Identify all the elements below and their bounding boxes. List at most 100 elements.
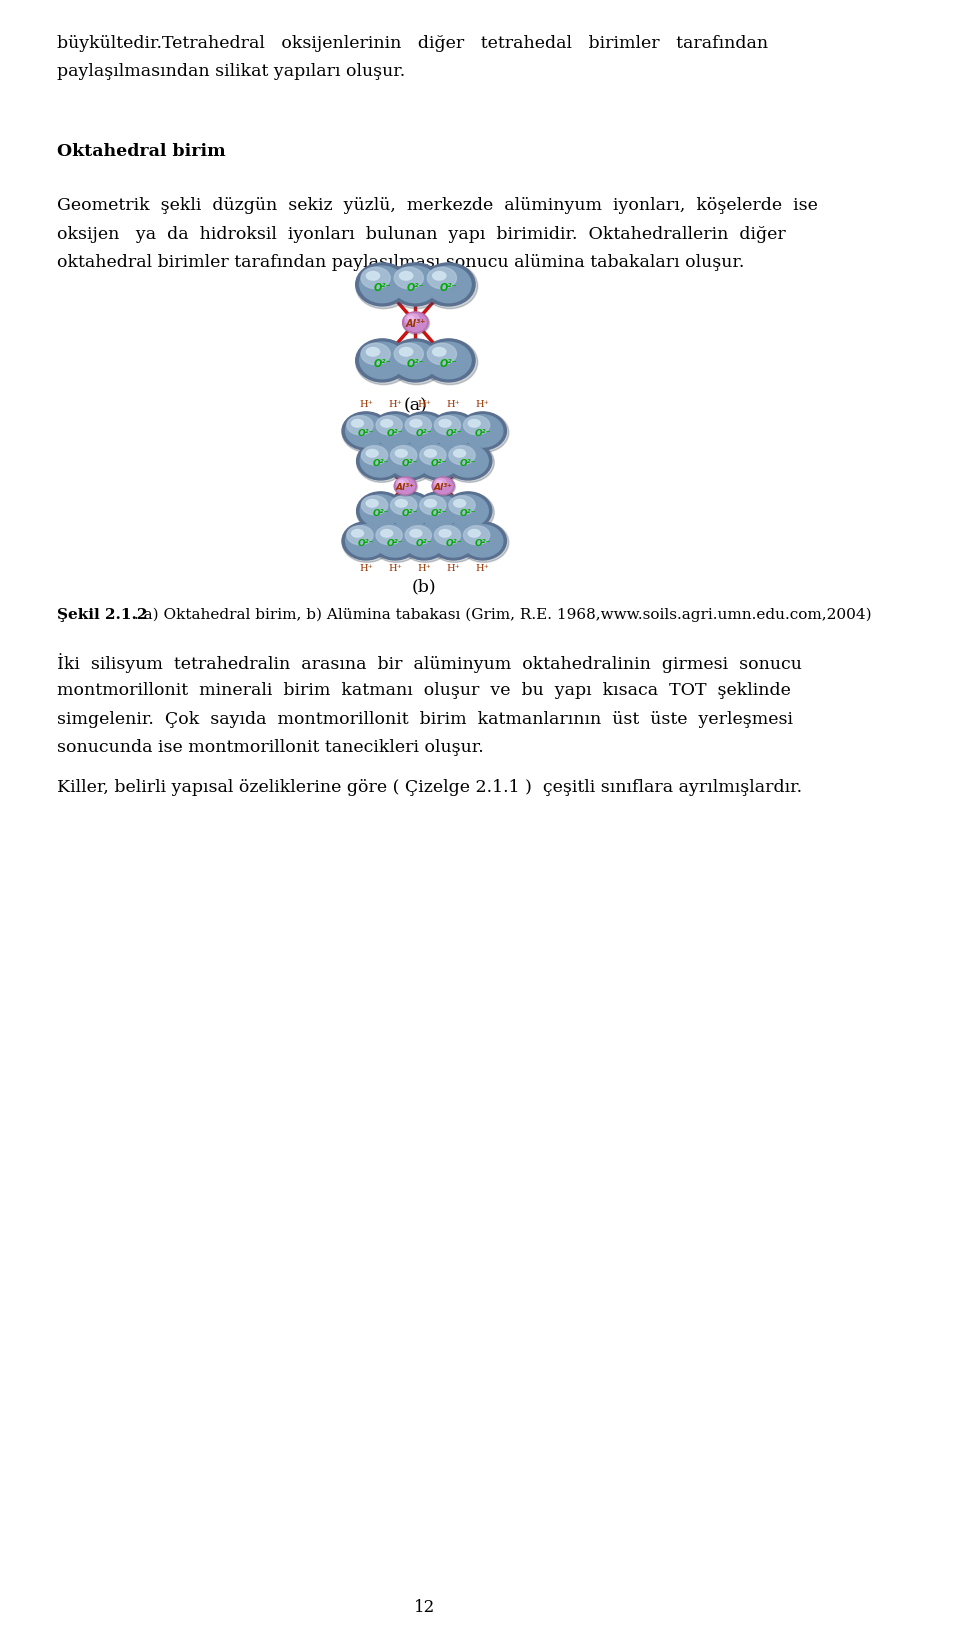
Ellipse shape [389,339,444,385]
Ellipse shape [400,523,448,560]
Ellipse shape [400,413,450,452]
Text: H⁺: H⁺ [418,400,431,410]
Ellipse shape [468,419,480,428]
Text: H⁺: H⁺ [475,563,490,573]
Ellipse shape [361,267,390,288]
Text: O²⁻: O²⁻ [387,539,403,549]
Ellipse shape [459,523,509,562]
Ellipse shape [396,500,407,508]
Ellipse shape [381,529,393,537]
Ellipse shape [399,347,413,355]
Ellipse shape [429,523,480,562]
Ellipse shape [434,478,446,488]
Ellipse shape [372,413,421,452]
Ellipse shape [367,347,379,355]
Ellipse shape [408,316,414,321]
Ellipse shape [342,413,392,452]
Ellipse shape [389,264,442,306]
Ellipse shape [424,500,437,508]
Ellipse shape [391,496,417,514]
Text: O²⁻: O²⁻ [440,283,457,293]
Ellipse shape [396,449,407,457]
Text: Geometrik  şekli  düzgün  sekiz  yüzlü,  merkezde  alüminyum  iyonları,  köşeler: Geometrik şekli düzgün sekiz yüzlü, merk… [58,198,818,215]
Ellipse shape [386,491,434,531]
Ellipse shape [427,267,457,288]
Text: (a): (a) [403,396,427,414]
Ellipse shape [463,524,503,557]
Text: H⁺: H⁺ [388,400,402,410]
Text: O²⁻: O²⁻ [445,429,462,439]
Ellipse shape [447,495,489,527]
Text: O²⁻: O²⁻ [401,459,418,468]
Text: oksijen   ya  da  hidroksil  iyonları  bulunan  yapı  birimidir.  Oktahedralleri: oksijen ya da hidroksil iyonları bulunan… [58,226,786,242]
Ellipse shape [404,524,444,557]
Ellipse shape [415,491,463,531]
Text: H⁺: H⁺ [475,400,490,410]
Ellipse shape [468,529,480,537]
Ellipse shape [366,449,378,457]
Ellipse shape [415,493,465,532]
Ellipse shape [393,342,438,378]
Text: sonucunda ise montmorillonit tanecikleri oluşur.: sonucunda ise montmorillonit tanecikleri… [58,739,484,757]
Text: O²⁻: O²⁻ [372,509,389,518]
Ellipse shape [372,523,421,562]
Text: H⁺: H⁺ [446,563,461,573]
Text: O²⁻: O²⁻ [416,539,432,549]
Text: büykültedir.Tetrahedral   oksijenlerinin   diğer   tetrahedal   birimler   taraf: büykültedir.Tetrahedral oksijenlerinin d… [58,34,769,52]
Ellipse shape [395,267,423,288]
Ellipse shape [432,477,454,495]
Ellipse shape [433,414,473,447]
Ellipse shape [361,344,390,365]
Ellipse shape [415,442,463,480]
Text: (b): (b) [412,578,437,595]
Text: O²⁻: O²⁻ [460,459,476,468]
Text: Şekil 2.1.2: Şekil 2.1.2 [58,608,148,622]
Ellipse shape [434,526,461,545]
Ellipse shape [405,526,431,545]
Ellipse shape [347,526,373,545]
Ellipse shape [351,419,364,428]
Text: O²⁻: O²⁻ [445,539,462,549]
Ellipse shape [463,414,503,447]
Ellipse shape [346,414,386,447]
Text: O²⁻: O²⁻ [373,283,391,293]
Text: O²⁻: O²⁻ [440,359,457,369]
Ellipse shape [386,442,434,480]
Ellipse shape [389,264,444,308]
Ellipse shape [391,446,417,465]
Ellipse shape [366,500,378,508]
Text: H⁺: H⁺ [388,563,402,573]
Ellipse shape [459,411,507,450]
Ellipse shape [360,446,400,477]
Ellipse shape [420,446,446,465]
Ellipse shape [390,446,430,477]
Ellipse shape [342,411,390,450]
Ellipse shape [402,311,428,333]
Ellipse shape [434,478,452,493]
Ellipse shape [356,442,407,482]
Ellipse shape [422,339,478,385]
Text: . a) Oktahedral birim, b) Alümina tabakası (Grim, R.E. 1968,www.soils.agri.umn.e: . a) Oktahedral birim, b) Alümina tabaka… [134,608,872,622]
Text: montmorillonit  minerali  birim  katmanı  oluşur  ve  bu  yapı  kısaca  TOT  şek: montmorillonit minerali birim katmanı ol… [58,681,791,699]
Ellipse shape [459,413,509,452]
Ellipse shape [389,339,442,382]
Ellipse shape [372,411,419,450]
Ellipse shape [422,339,475,382]
Ellipse shape [444,493,494,532]
Ellipse shape [404,414,444,447]
Ellipse shape [405,314,420,324]
Ellipse shape [434,416,461,434]
Ellipse shape [454,500,466,508]
Ellipse shape [381,419,393,428]
Ellipse shape [374,414,416,447]
Ellipse shape [360,342,405,378]
Ellipse shape [396,478,415,493]
Text: Al³⁺: Al³⁺ [396,483,415,491]
Text: H⁺: H⁺ [446,400,461,410]
Text: Oktahedral birim: Oktahedral birim [58,143,226,161]
Ellipse shape [356,264,412,308]
Ellipse shape [449,496,475,514]
Ellipse shape [444,491,492,531]
Text: O²⁻: O²⁻ [474,429,491,439]
Ellipse shape [402,313,429,334]
